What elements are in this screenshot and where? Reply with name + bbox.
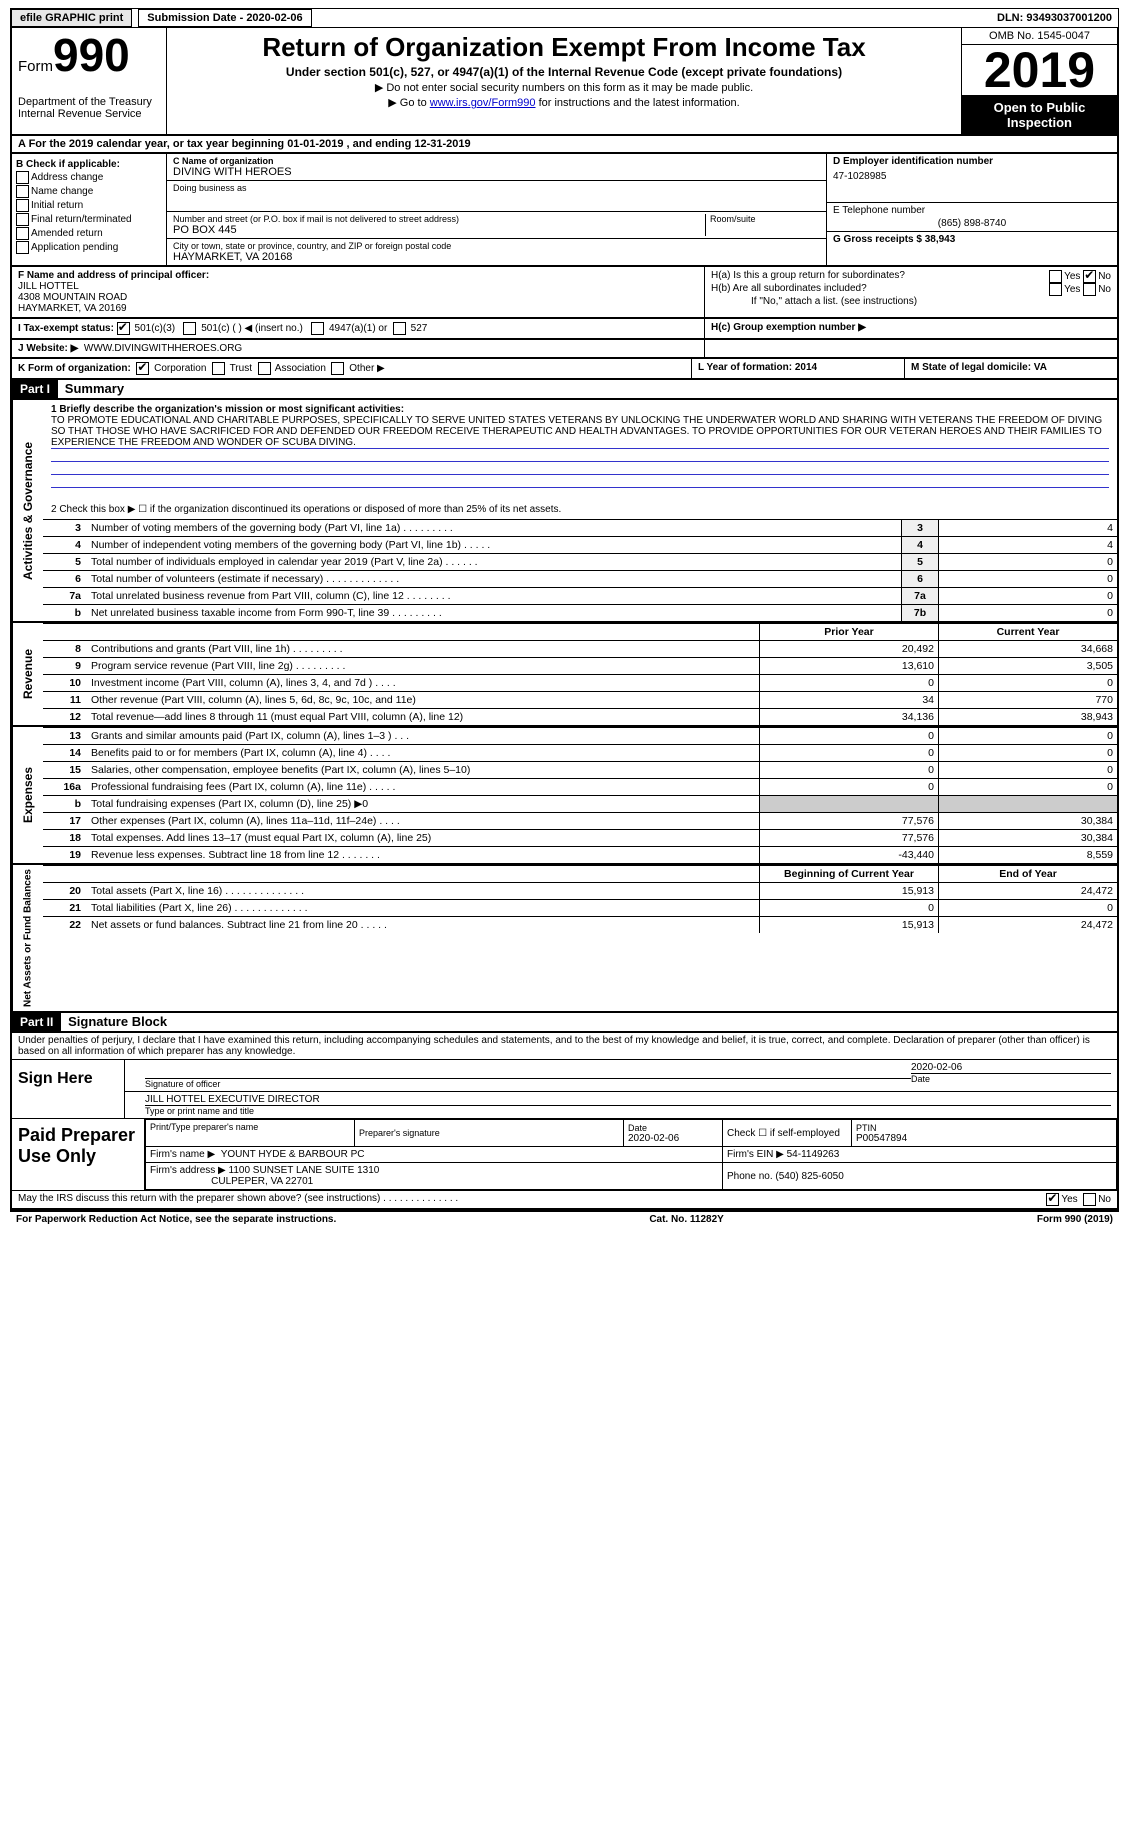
hb-no-checkbox[interactable] [1083, 283, 1096, 296]
hc-label: H(c) Group exemption number ▶ [711, 322, 866, 333]
room-label: Room/suite [710, 214, 820, 224]
sign-here-label: Sign Here [12, 1060, 125, 1118]
vert-label-governance: Activities & Governance [12, 400, 43, 621]
paid-preparer-table: Print/Type preparer's name Preparer's si… [145, 1119, 1117, 1190]
checkbox-trust[interactable] [212, 362, 225, 375]
hb-note: If "No," attach a list. (see instruction… [711, 296, 1111, 307]
netassets-table: Beginning of Current YearEnd of Year20To… [43, 865, 1117, 933]
irs-link[interactable]: www.irs.gov/Form990 [430, 97, 536, 109]
checkbox-4947[interactable] [311, 322, 324, 335]
line2-text: 2 Check this box ▶ ☐ if the organization… [51, 504, 1109, 515]
form-title: Return of Organization Exempt From Incom… [173, 32, 955, 63]
part2-header: Part II Signature Block [10, 1013, 1119, 1033]
ha-label: H(a) Is this a group return for subordin… [711, 270, 905, 283]
m-state-domicile: M State of legal domicile: VA [904, 359, 1117, 378]
checkbox-501c3[interactable] [117, 322, 130, 335]
checkbox-final-return[interactable] [16, 213, 29, 226]
part1-header: Part I Summary [10, 380, 1119, 400]
expenses-table: 13Grants and similar amounts paid (Part … [43, 727, 1117, 863]
g-gross-receipts: G Gross receipts $ 38,943 [833, 234, 1111, 245]
form-number: Form990 [18, 32, 160, 78]
dln-number: DLN: 93493037001200 [997, 12, 1118, 24]
c-name-value: DIVING WITH HEROES [173, 166, 820, 178]
d-ein-value: 47-1028985 [833, 171, 1111, 182]
part1-revenue: Revenue Prior YearCurrent Year8Contribut… [10, 623, 1119, 727]
ha-no-checkbox[interactable] [1083, 270, 1096, 283]
checkbox-name-change[interactable] [16, 185, 29, 198]
efile-print-button[interactable]: efile GRAPHIC print [11, 9, 132, 27]
sig-name-value: JILL HOTTEL EXECUTIVE DIRECTOR [145, 1094, 1111, 1105]
checkbox-corporation[interactable] [136, 362, 149, 375]
checkbox-527[interactable] [393, 322, 406, 335]
l-year-formation: L Year of formation: 2014 [691, 359, 904, 378]
f-officer-addr2: HAYMARKET, VA 20169 [18, 303, 698, 314]
f-officer-label: F Name and address of principal officer: [18, 270, 698, 281]
revenue-table: Prior YearCurrent Year8Contributions and… [43, 623, 1117, 725]
open-to-public: Open to Public Inspection [962, 96, 1117, 134]
city-label: City or town, state or province, country… [173, 241, 820, 251]
form-note-ssn: ▶ Do not enter social security numbers o… [173, 81, 955, 94]
vert-label-revenue: Revenue [12, 623, 43, 725]
footer-right: Form 990 (2019) [1037, 1214, 1113, 1225]
address-label: Number and street (or P.O. box if mail i… [173, 214, 705, 224]
submission-date: Submission Date - 2020-02-06 [138, 9, 311, 27]
row-klm: K Form of organization: Corporation Trus… [10, 359, 1119, 380]
part1-netassets: Net Assets or Fund Balances Beginning of… [10, 865, 1119, 1013]
sig-name-label: Type or print name and title [145, 1105, 1111, 1116]
paid-preparer-label: Paid Preparer Use Only [12, 1119, 145, 1190]
line1-label: 1 Briefly describe the organization's mi… [51, 404, 1109, 415]
form-note-link: ▶ Go to www.irs.gov/Form990 for instruct… [173, 96, 955, 109]
sig-officer-label: Signature of officer [145, 1078, 911, 1089]
section-b-checkboxes: B Check if applicable: Address change Na… [12, 154, 167, 265]
sig-date-value: 2020-02-06 [911, 1062, 1111, 1073]
address-value: PO BOX 445 [173, 224, 705, 236]
form-header: Form990 Department of the Treasury Inter… [10, 28, 1119, 136]
vert-label-expenses: Expenses [12, 727, 43, 863]
city-value: HAYMARKET, VA 20168 [173, 251, 820, 263]
may-irs-yes[interactable] [1046, 1193, 1059, 1206]
checkbox-association[interactable] [258, 362, 271, 375]
checkbox-initial-return[interactable] [16, 199, 29, 212]
governance-table: 3Number of voting members of the governi… [43, 519, 1117, 621]
checkbox-amended-return[interactable] [16, 227, 29, 240]
checkbox-address-change[interactable] [16, 171, 29, 184]
top-bar: efile GRAPHIC print Submission Date - 20… [10, 8, 1119, 28]
f-officer-addr1: 4308 MOUNTAIN ROAD [18, 292, 698, 303]
dba-label: Doing business as [173, 183, 820, 193]
c-name-label: C Name of organization [173, 156, 820, 166]
hb-label: H(b) Are all subordinates included? [711, 283, 867, 296]
row-i-hc: I Tax-exempt status: 501(c)(3) 501(c) ( … [10, 319, 1119, 340]
d-ein-label: D Employer identification number [833, 156, 1111, 167]
e-phone-value: (865) 898-8740 [833, 218, 1111, 229]
may-irs-no[interactable] [1083, 1193, 1096, 1206]
checkbox-application-pending[interactable] [16, 241, 29, 254]
page-footer: For Paperwork Reduction Act Notice, see … [10, 1210, 1119, 1227]
signature-block: Under penalties of perjury, I declare th… [10, 1033, 1119, 1210]
f-officer-name: JILL HOTTEL [18, 281, 698, 292]
sig-date-label: Date [911, 1073, 1111, 1084]
section-fh: F Name and address of principal officer:… [10, 267, 1119, 319]
part1-expenses: Expenses 13Grants and similar amounts pa… [10, 727, 1119, 865]
footer-mid: Cat. No. 11282Y [649, 1214, 723, 1225]
hb-yes-checkbox[interactable] [1049, 283, 1062, 296]
e-phone-label: E Telephone number [833, 205, 1111, 216]
perjury-text: Under penalties of perjury, I declare th… [12, 1033, 1117, 1060]
website-value: WWW.DIVINGWITHHEROES.ORG [84, 343, 242, 354]
row-j-website: J Website: ▶ WWW.DIVINGWITHHEROES.ORG [10, 340, 1119, 359]
section-bcdeg: B Check if applicable: Address change Na… [10, 154, 1119, 267]
may-irs-discuss: May the IRS discuss this return with the… [18, 1193, 458, 1206]
tax-year: 2019 [962, 45, 1117, 96]
department-label: Department of the Treasury Internal Reve… [18, 96, 160, 120]
ha-yes-checkbox[interactable] [1049, 270, 1062, 283]
checkbox-other[interactable] [331, 362, 344, 375]
form-subtitle: Under section 501(c), 527, or 4947(a)(1)… [173, 65, 955, 79]
part1-governance: Activities & Governance 1 Briefly descri… [10, 400, 1119, 623]
vert-label-netassets: Net Assets or Fund Balances [12, 865, 43, 1011]
mission-text: TO PROMOTE EDUCATIONAL AND CHARITABLE PU… [51, 415, 1109, 448]
i-tax-status-label: I Tax-exempt status: [18, 323, 114, 334]
checkbox-501c[interactable] [183, 322, 196, 335]
row-a-tax-year: A For the 2019 calendar year, or tax yea… [10, 136, 1119, 154]
footer-left: For Paperwork Reduction Act Notice, see … [16, 1214, 336, 1225]
